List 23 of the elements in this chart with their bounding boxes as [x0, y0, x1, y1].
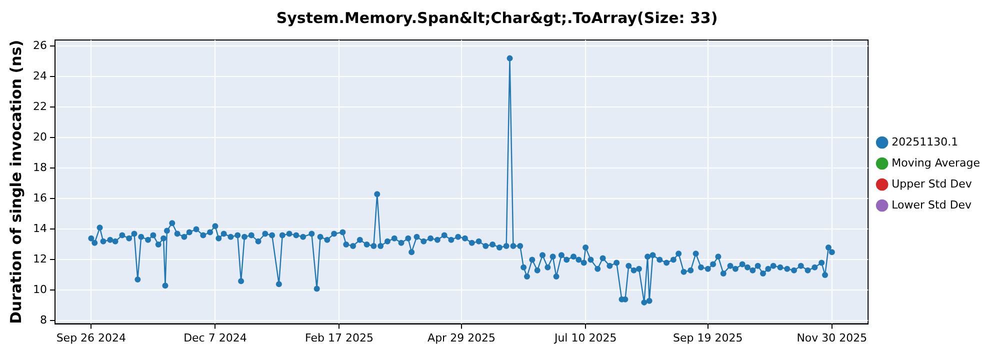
legend-label: 20251130.1 — [892, 135, 958, 148]
y-tick-label: 24 — [32, 69, 47, 82]
x-tick-label: Feb 17 2025 — [305, 331, 374, 344]
legend-label: Upper Std Dev — [892, 177, 972, 190]
y-tick-label: 10 — [32, 283, 47, 296]
x-tick-label: Sep 19 2025 — [673, 331, 743, 344]
x-tick-label: Apr 29 2025 — [428, 331, 496, 344]
chart-title: System.Memory.Span&lt;Char&gt;.ToArray(Size: 33) — [276, 8, 718, 27]
y-axis-title: Duration of single invocation (ns) — [6, 40, 25, 324]
y-tick-label: 14 — [32, 222, 47, 236]
legend-label: Moving Average — [892, 156, 980, 170]
y-tick-label: 16 — [32, 192, 47, 205]
x-tick-label: Nov 30 2025 — [796, 331, 868, 344]
x-tick-label: Sep 26 2024 — [56, 331, 126, 344]
y-tick-label: 20 — [32, 130, 47, 144]
x-tick-label: Dec 7 2024 — [184, 331, 247, 344]
y-tick-label: 22 — [32, 100, 47, 113]
y-tick-label: 12 — [32, 252, 47, 266]
y-tick-label: 18 — [32, 161, 47, 174]
y-tick-label: 8 — [40, 314, 47, 327]
y-tick-label: 26 — [32, 38, 47, 52]
x-tick-label: Jul 10 2025 — [553, 331, 617, 344]
legend-label: Lower Std Dev — [892, 198, 972, 212]
